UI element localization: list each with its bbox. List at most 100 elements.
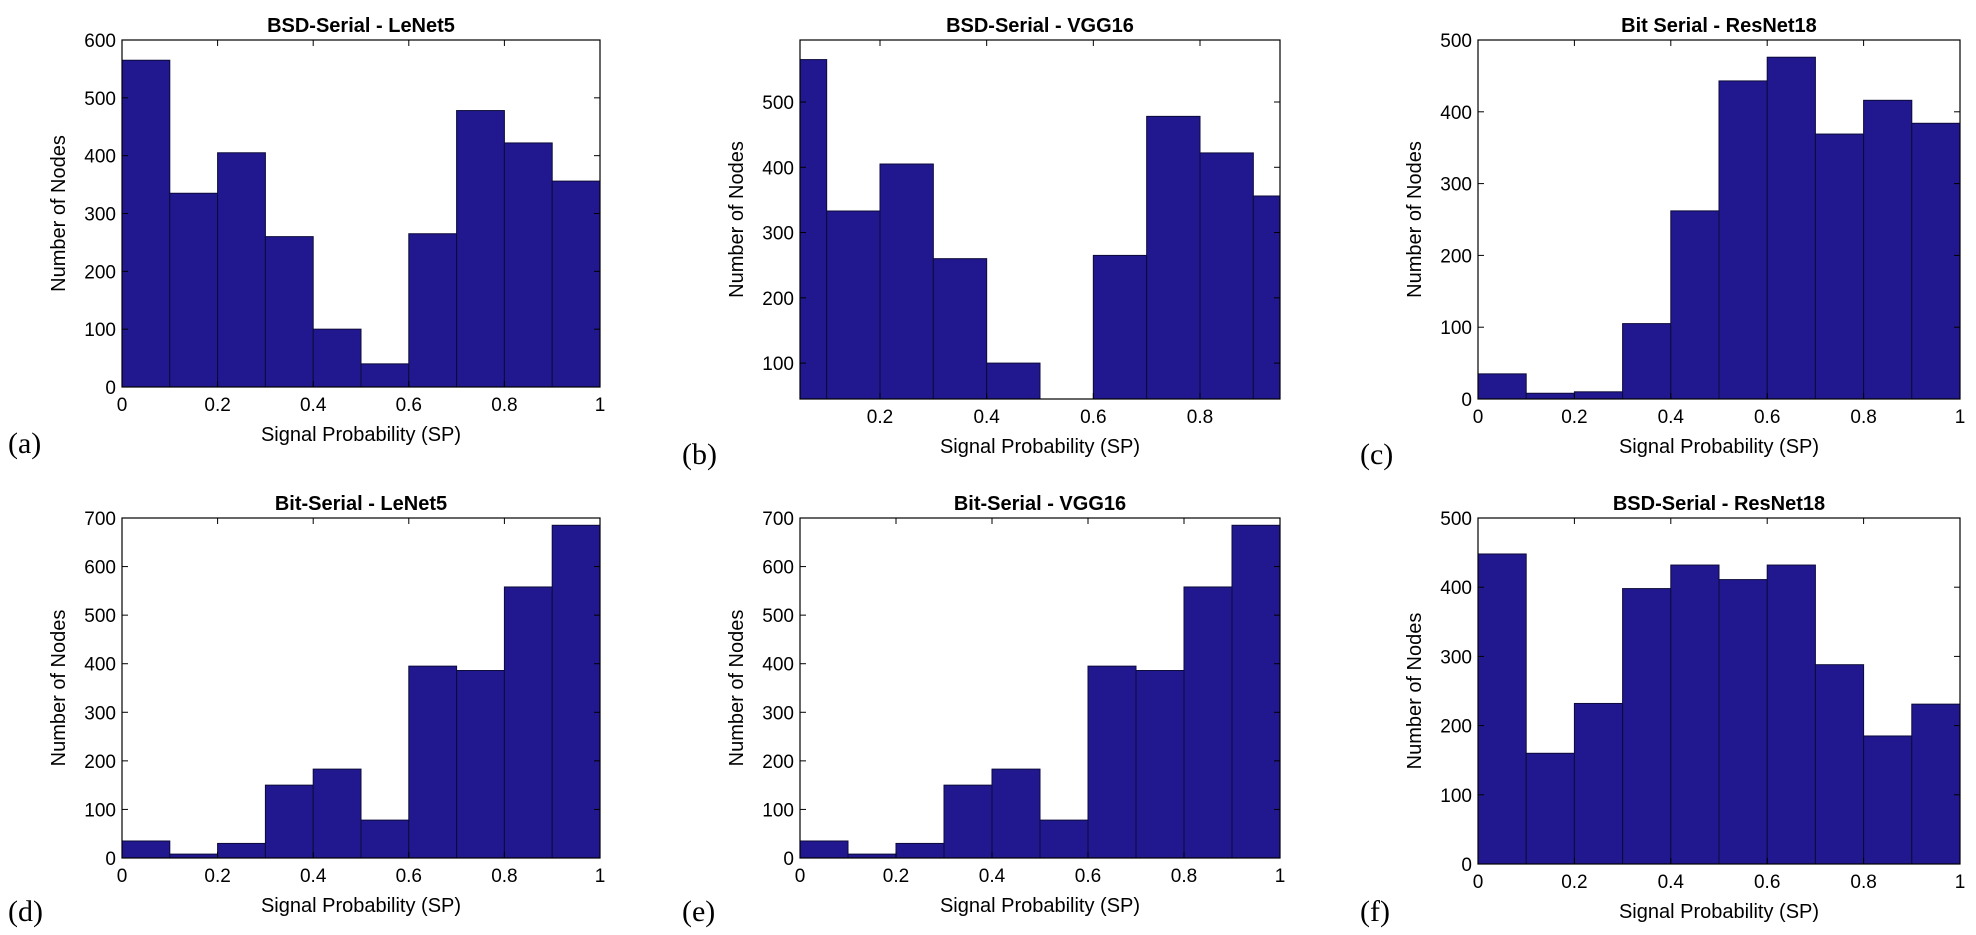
y-axis-label: Number of Nodes: [1404, 613, 1426, 770]
axes-frame: [799, 517, 1281, 859]
chart-title: BSD-Serial - ResNet18: [1613, 493, 1825, 515]
y-tick-label: 200: [84, 262, 116, 283]
y-tick-label: 600: [762, 558, 794, 579]
chart-panel: 0 100 200 300 400 500 0 0.2 0.4 0.6 0.8 1 Bit Serial…: [1360, 15, 1965, 471]
histogram-bar: [943, 784, 993, 858]
x-tick-label: 0.4: [979, 866, 1006, 887]
histogram-bar: [551, 180, 600, 387]
y-tick-label: 600: [84, 31, 116, 52]
y-tick-label: 600: [84, 558, 116, 579]
y-tick-label: 100: [1440, 786, 1472, 807]
panel-label: (d): [8, 895, 43, 928]
histogram-bar: [1573, 702, 1624, 864]
x-axis-label: Signal Probability (SP): [261, 895, 461, 917]
histogram-bar: [217, 842, 266, 858]
histogram-bar: [1478, 553, 1527, 864]
x-tick-label: 0.2: [204, 866, 230, 887]
histogram-bar: [1092, 254, 1148, 399]
histogram-bar: [986, 362, 1041, 399]
histogram-bar: [1911, 122, 1960, 399]
histogram-bar: [360, 819, 410, 858]
histogram-bar: [1573, 391, 1624, 399]
x-tick-label: 0.2: [883, 866, 909, 887]
x-tick-label: 1: [595, 395, 606, 416]
histogram-bar: [1670, 564, 1720, 864]
histogram-bar: [122, 59, 171, 387]
histogram-bar: [312, 768, 362, 858]
histogram-bar: [879, 163, 934, 399]
panel-label: (f): [1360, 895, 1390, 928]
x-tick-label: 0: [1473, 407, 1484, 428]
y-tick-label: 400: [762, 655, 794, 676]
axes-frame: [1477, 517, 1961, 865]
chart-panel: 100 200 300 400 500 0.2 0.4 0.6 0.8 BSD-Serial - …: [682, 15, 1281, 471]
histogram-bar: [1670, 210, 1720, 399]
y-tick-label: 400: [1440, 103, 1472, 124]
y-tick-label: 0: [105, 378, 116, 399]
y-tick-label: 0: [1461, 390, 1472, 411]
y-axis-label: Number of Nodes: [48, 610, 70, 767]
histogram-bar: [800, 840, 849, 858]
histogram-bar: [1039, 819, 1089, 858]
x-tick-label: 0.4: [300, 866, 327, 887]
panel-label: (a): [8, 427, 41, 460]
histogram-bar: [408, 233, 458, 387]
histogram-bar: [503, 586, 553, 858]
histogram-bar: [217, 152, 266, 387]
x-tick-label: 1: [595, 866, 606, 887]
y-tick-label: 400: [84, 147, 116, 168]
histogram-bar: [1622, 588, 1672, 864]
histogram-bar: [1146, 115, 1201, 399]
y-tick-label: 500: [1440, 31, 1472, 52]
x-tick-label: 0.8: [1850, 407, 1876, 428]
histogram-bar: [1135, 670, 1185, 858]
x-tick-label: 0.4: [300, 395, 327, 416]
x-tick-label: 0.6: [1080, 407, 1106, 428]
histogram-bar: [1911, 703, 1960, 864]
y-tick-label: 700: [762, 509, 794, 530]
histogram-bar: [1814, 133, 1865, 399]
histogram-bar: [1525, 752, 1575, 864]
x-tick-label: 0.4: [1658, 407, 1685, 428]
x-tick-label: 0.6: [396, 395, 422, 416]
y-axis-label: Number of Nodes: [726, 141, 748, 298]
chart-panel: 0 100 200 300 400 500 0 0.2 0.4 0.6 0.8 1 BSD-Serial…: [1360, 493, 1965, 928]
x-tick-label: 0.8: [491, 395, 517, 416]
bars: [800, 524, 1280, 858]
histogram-bar: [264, 784, 314, 858]
y-tick-label: 400: [84, 655, 116, 676]
histogram-bar: [826, 210, 881, 399]
x-tick-label: 0: [117, 395, 128, 416]
y-axis-label: Number of Nodes: [48, 135, 70, 292]
x-tick-label: 0.4: [1658, 872, 1685, 893]
y-tick-label: 100: [762, 800, 794, 821]
histogram-bar: [408, 665, 458, 858]
y-tick-label: 400: [762, 158, 794, 179]
x-tick-label: 0.8: [491, 866, 517, 887]
y-tick-label: 300: [1440, 647, 1472, 668]
y-tick-label: 0: [1461, 855, 1472, 876]
histogram-bar: [1718, 579, 1768, 864]
y-tick-label: 100: [84, 800, 116, 821]
x-tick-label: 0.2: [1561, 407, 1587, 428]
y-tick-label: 100: [1440, 318, 1472, 339]
chart-panel: 0 100 200 300 400 500 600 700 0 0.2 0.4 0.6 0.8 1 Bit-…: [8, 493, 605, 928]
histogram-bar: [1525, 392, 1575, 399]
y-tick-label: 200: [84, 752, 116, 773]
chart-title: Bit-Serial - LeNet5: [275, 493, 447, 515]
bars: [800, 59, 1280, 399]
y-tick-label: 0: [105, 849, 116, 870]
histogram-bar: [551, 524, 600, 858]
y-tick-label: 300: [84, 205, 116, 226]
x-tick-label: 0.4: [973, 407, 1000, 428]
bars: [1478, 553, 1960, 864]
y-tick-label: 300: [762, 703, 794, 724]
x-axis-label: Signal Probability (SP): [261, 424, 461, 446]
chart-title: BSD-Serial - VGG16: [946, 15, 1134, 37]
y-tick-label: 200: [762, 289, 794, 310]
histogram-bar: [122, 840, 171, 858]
y-axis-label: Number of Nodes: [726, 610, 748, 767]
x-tick-label: 0.6: [1754, 407, 1780, 428]
y-tick-label: 500: [1440, 509, 1472, 530]
